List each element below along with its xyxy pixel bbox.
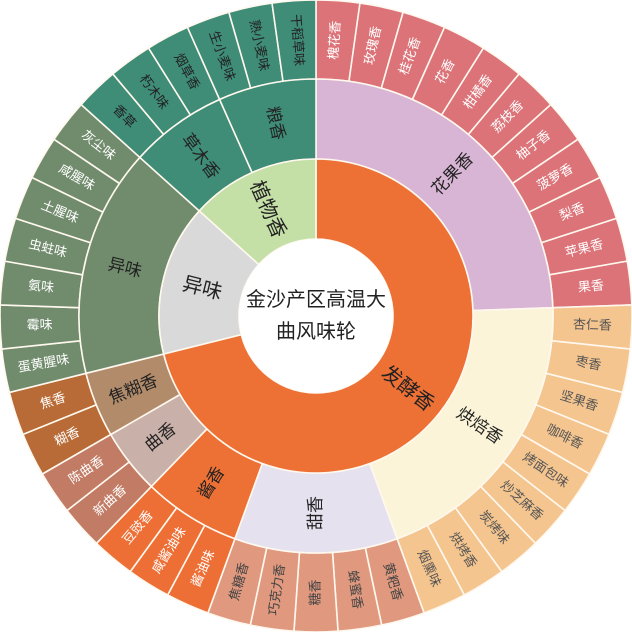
leaf-label: 糖香 — [308, 579, 324, 605]
leaf-label: 氨味 — [27, 278, 54, 296]
leaf-label: 干稻草味 — [287, 14, 306, 67]
leaf-label: 果香 — [577, 278, 604, 296]
leaf-label: 蜂蜜香 — [344, 569, 364, 610]
leaf-label: 霉味 — [26, 318, 53, 334]
leaf-label: 玫瑰香 — [361, 25, 385, 66]
wheel-title-line2: 曲风味轮 — [276, 319, 356, 343]
leaf-label: 槐花香 — [325, 20, 344, 60]
leaf-label: 巧克力香 — [266, 563, 288, 617]
subcategory-label: 甜香 — [306, 496, 326, 530]
leaf-label: 枣香 — [574, 354, 602, 373]
wheel-title-line1: 金沙产区高温大 — [246, 287, 386, 311]
leaf-label: 杏仁香 — [573, 317, 613, 333]
center-circle — [239, 239, 393, 393]
